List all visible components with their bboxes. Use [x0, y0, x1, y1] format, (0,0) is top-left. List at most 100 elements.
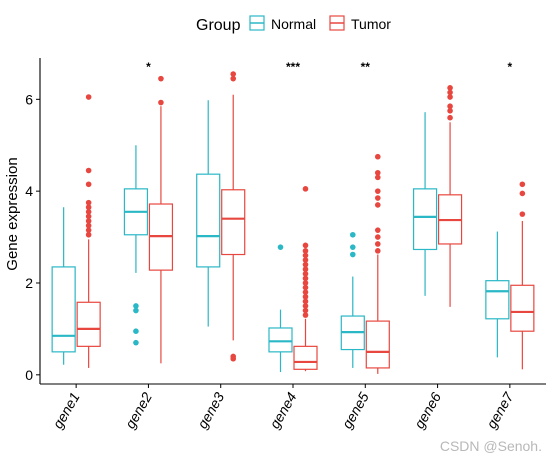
box-tumor-gene1: [76, 94, 101, 368]
outlier-point: [277, 244, 284, 250]
outlier-point: [133, 303, 139, 309]
outlier-point: [133, 328, 139, 334]
outlier-point: [447, 89, 453, 96]
y-axis-label: Gene expression: [4, 157, 21, 270]
outlier-point: [158, 75, 164, 82]
x-tick-label-gene4: gene4: [266, 389, 299, 431]
outlier-point: [374, 169, 381, 176]
y-tick-label: 2: [25, 275, 33, 291]
outlier-point: [85, 218, 92, 224]
outlier-point: [374, 188, 381, 194]
outlier-point: [302, 261, 309, 268]
box-body: [510, 284, 535, 332]
significance-marker: *: [508, 60, 513, 74]
significance-marker: ***: [286, 60, 300, 74]
outlier-point: [85, 222, 92, 229]
outlier-point: [302, 275, 309, 282]
legend-item-normal: Normal: [249, 15, 316, 32]
box-body: [51, 266, 76, 353]
box-body: [365, 320, 390, 369]
box-normal-gene3: [196, 100, 221, 327]
box-body: [412, 188, 438, 251]
outlier-point: [519, 190, 526, 197]
outlier-point: [85, 199, 92, 206]
outlier-point: [374, 234, 381, 240]
outlier-point: [349, 251, 356, 258]
outlier-point: [85, 231, 92, 238]
x-tick-label-gene6: gene6: [411, 389, 444, 431]
outlier-point: [349, 244, 356, 250]
outlier-point: [302, 186, 309, 192]
outlier-point: [302, 280, 309, 286]
outlier-point: [230, 71, 237, 77]
outlier-point: [374, 241, 381, 247]
outlier-point: [447, 108, 453, 114]
outlier-point: [374, 202, 381, 208]
x-tick-label-gene7: gene7: [483, 388, 517, 431]
legend-label: Normal: [271, 16, 316, 32]
outlier-point: [302, 257, 309, 263]
watermark-text: CSDN @Senoh.: [439, 438, 542, 454]
outlier-point: [85, 213, 92, 220]
outlier-point: [374, 227, 381, 233]
box-normal-gene1: [51, 207, 76, 365]
box-body: [485, 280, 510, 320]
box-normal-gene6: [412, 112, 438, 296]
outlier-point: [519, 211, 526, 217]
outlier-point: [302, 303, 309, 309]
outlier-point: [302, 289, 309, 295]
box-body: [76, 301, 101, 347]
outlier-point: [85, 94, 92, 100]
outlier-point: [374, 174, 381, 181]
significance-marker: *: [146, 60, 151, 74]
box-tumor-gene6: [437, 85, 463, 307]
outlier-point: [302, 271, 309, 277]
box-normal-gene5: [340, 231, 365, 368]
outlier-point: [302, 293, 309, 300]
x-tick-label-gene2: gene2: [122, 389, 155, 431]
box-tumor-gene7: [510, 181, 535, 370]
x-tick-label-gene3: gene3: [194, 389, 227, 431]
box-normal-gene2: [123, 145, 149, 346]
outlier-point: [133, 339, 139, 346]
box-tumor-gene5: [365, 153, 390, 374]
outlier-point: [519, 181, 526, 188]
outlier-point: [447, 103, 453, 110]
outlier-point: [85, 181, 92, 188]
legend: Group Normal Tumor: [196, 15, 391, 34]
legend-title: Group: [196, 17, 241, 34]
significance-marker: **: [361, 60, 371, 74]
outlier-point: [302, 248, 309, 254]
outlier-point: [302, 298, 309, 305]
box-normal-gene4: [268, 244, 293, 373]
x-tick-label-gene5: gene5: [339, 389, 372, 431]
outlier-point: [302, 252, 309, 259]
outlier-point: [447, 85, 453, 91]
box-body: [196, 173, 221, 268]
box-tumor-gene3: [221, 71, 246, 362]
outlier-point: [302, 307, 309, 314]
x-tick-label-gene1: gene1: [49, 390, 82, 432]
box-tumor-gene2: [148, 75, 174, 364]
box-body: [293, 345, 318, 370]
y-tick-label: 6: [25, 91, 33, 107]
y-tick-label: 0: [25, 367, 33, 383]
outlier-point: [302, 242, 309, 249]
box-body: [221, 189, 246, 256]
box-tumor-gene4: [293, 186, 318, 372]
outlier-point: [302, 266, 309, 273]
legend-item-tumor: Tumor: [329, 15, 391, 32]
outlier-point: [374, 248, 381, 254]
outlier-point: [447, 94, 453, 100]
outlier-point: [302, 312, 309, 318]
outlier-point: [447, 114, 453, 121]
outlier-point: [374, 195, 381, 201]
y-tick-label: 4: [25, 183, 33, 199]
outlier-point: [230, 75, 237, 82]
outlier-point: [230, 353, 237, 360]
outlier-point: [85, 204, 92, 211]
outlier-point: [158, 99, 164, 106]
outlier-point: [133, 307, 139, 314]
box-normal-gene7: [485, 231, 510, 358]
